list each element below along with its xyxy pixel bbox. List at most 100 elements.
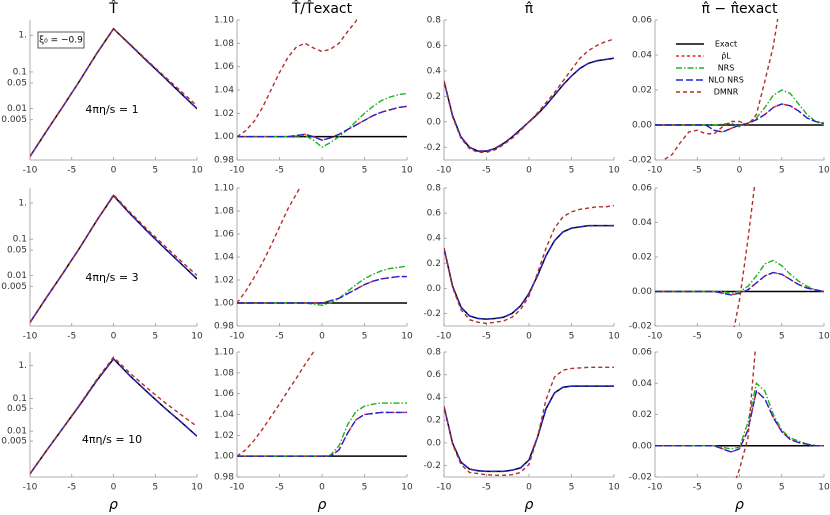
x-tick-label: 5 bbox=[569, 483, 575, 493]
plot-area bbox=[237, 351, 407, 457]
series-line bbox=[655, 381, 824, 450]
series-line bbox=[655, 389, 824, 453]
x-tick-label: 5 bbox=[569, 332, 575, 342]
x-tick-label: -5 bbox=[275, 483, 284, 493]
plot-area bbox=[444, 366, 614, 476]
x-tick-label: -5 bbox=[67, 166, 76, 176]
y-tick-label: 0.8 bbox=[427, 348, 442, 358]
legend-label: DMNR bbox=[714, 88, 739, 97]
plot-area bbox=[655, 19, 824, 161]
y-tick-label: 1.00 bbox=[214, 132, 234, 142]
plot-area bbox=[30, 193, 197, 323]
y-tick-label: 0.4 bbox=[427, 234, 442, 244]
x-tick-label: 10 bbox=[608, 483, 620, 493]
series-line bbox=[655, 259, 824, 294]
x-tick-label: -5 bbox=[693, 483, 702, 493]
y-tick-label: 0.2 bbox=[427, 259, 441, 269]
x-tick-label: 5 bbox=[362, 332, 368, 342]
legend-label: NRS bbox=[718, 64, 735, 73]
y-tick-label: 1.10 bbox=[214, 16, 234, 26]
y-tick-label: 1.06 bbox=[214, 62, 234, 72]
y-tick-label: 0.06 bbox=[632, 184, 652, 194]
series-line bbox=[30, 193, 197, 323]
plot-area bbox=[655, 187, 824, 327]
y-tick-label: 0.98 bbox=[214, 156, 234, 166]
y-tick-label: 1.04 bbox=[214, 86, 234, 96]
series-line bbox=[733, 187, 756, 327]
x-tick-label: 10 bbox=[191, 483, 203, 493]
y-tick-label: 0.0 bbox=[427, 117, 442, 127]
y-tick-label: 0.05 bbox=[7, 246, 27, 256]
plot-area bbox=[30, 27, 197, 157]
y-tick-label: 0.02 bbox=[632, 86, 652, 96]
y-tick-label: 0.01 bbox=[7, 104, 27, 114]
y-tick-label: 0.00 bbox=[632, 441, 652, 451]
x-axis-label: ρ bbox=[318, 497, 327, 513]
series-line bbox=[237, 275, 407, 304]
series-line bbox=[237, 187, 302, 304]
x-tick-label: -10 bbox=[437, 332, 452, 342]
x-tick-label: 10 bbox=[401, 166, 413, 176]
series-line bbox=[655, 271, 824, 296]
y-tick-label: 1.06 bbox=[214, 389, 234, 399]
x-tick-label: 0 bbox=[111, 166, 117, 176]
x-tick-label: 5 bbox=[152, 332, 158, 342]
series-line bbox=[237, 92, 407, 149]
x-tick-label: 10 bbox=[401, 483, 413, 493]
box-label: ξ₀ = −0.9 bbox=[39, 36, 83, 46]
x-tick-label: 10 bbox=[608, 332, 620, 342]
series-line bbox=[444, 57, 614, 152]
x-tick-label: -10 bbox=[648, 483, 663, 493]
y-tick-label: 0.1 bbox=[13, 394, 27, 404]
y-tick-label: 0.6 bbox=[427, 209, 442, 219]
y-tick-label: -0.02 bbox=[629, 156, 652, 166]
y-tick-label: 0.6 bbox=[427, 370, 442, 380]
y-tick-label: 1.04 bbox=[214, 253, 234, 263]
x-tick-label: 5 bbox=[362, 166, 368, 176]
plot-area bbox=[237, 187, 407, 307]
x-axis-label: ρ bbox=[525, 497, 534, 513]
annotation-box bbox=[37, 31, 85, 49]
x-tick-label: 10 bbox=[818, 166, 830, 176]
y-tick-label: -0.2 bbox=[423, 461, 441, 471]
plot-area bbox=[444, 204, 614, 325]
x-tick-label: 5 bbox=[779, 166, 785, 176]
panel-title: π̂ − π̂exact bbox=[702, 1, 778, 17]
x-tick-label: -5 bbox=[693, 332, 702, 342]
series-line bbox=[237, 19, 358, 138]
series-line bbox=[444, 224, 614, 320]
series-line bbox=[30, 194, 197, 323]
series-line bbox=[237, 411, 407, 457]
series-line bbox=[237, 265, 407, 307]
annotation: 4πη/s = 3 bbox=[85, 271, 138, 284]
y-tick-label: 1.00 bbox=[214, 299, 234, 309]
series-line bbox=[30, 357, 197, 475]
y-tick-label: 0.98 bbox=[214, 322, 234, 332]
x-tick-label: -10 bbox=[23, 483, 38, 493]
y-tick-label: 0.05 bbox=[7, 79, 27, 89]
series-line bbox=[237, 105, 407, 141]
x-tick-label: 0 bbox=[319, 332, 325, 342]
x-tick-label: 5 bbox=[779, 483, 785, 493]
series-line bbox=[735, 351, 756, 478]
x-tick-label: -5 bbox=[67, 483, 76, 493]
series-line bbox=[30, 194, 197, 323]
x-tick-label: 10 bbox=[608, 166, 620, 176]
y-tick-label: 0.1 bbox=[13, 67, 27, 77]
y-tick-label: 1.02 bbox=[214, 431, 234, 441]
plot-area bbox=[30, 356, 197, 475]
series-line bbox=[444, 224, 614, 320]
y-tick-label: 0.05 bbox=[7, 404, 27, 414]
legend-label: NLO NRS bbox=[708, 76, 744, 85]
panel-title: T̂/T̂exact bbox=[291, 0, 353, 17]
series-line bbox=[30, 27, 197, 157]
plot-area bbox=[237, 19, 407, 149]
x-tick-label: -10 bbox=[230, 483, 245, 493]
y-tick-label: 0.0 bbox=[427, 438, 442, 448]
series-line bbox=[444, 204, 614, 325]
y-tick-label: 0.98 bbox=[214, 473, 234, 483]
series-line bbox=[662, 19, 779, 161]
x-tick-label: -5 bbox=[693, 166, 702, 176]
x-tick-label: 5 bbox=[152, 166, 158, 176]
